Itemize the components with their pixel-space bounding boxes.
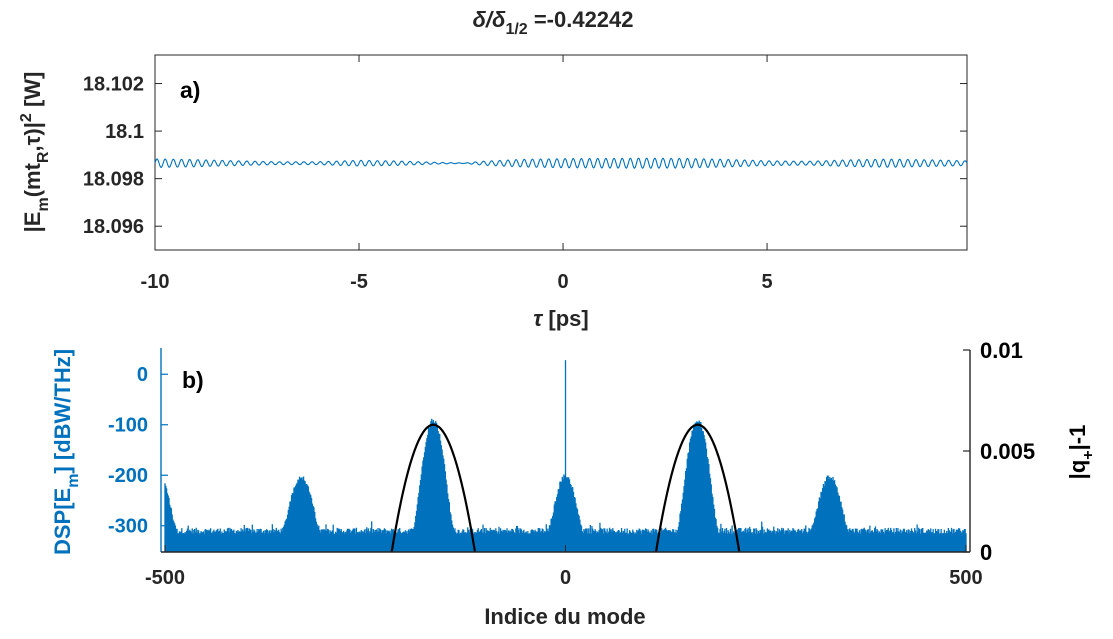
figure-title: δ/δ1/2 =-0.42242 (472, 7, 633, 38)
left-ylabel-part-1: m (65, 474, 82, 488)
ylabel-part-1: m (35, 197, 52, 211)
x-tick-label: -5 (350, 271, 368, 293)
right-y-tick-label: 0 (980, 540, 992, 565)
right-ylabel-part-1: + (1080, 450, 1097, 459)
y-tick-label: 18.102 (83, 74, 144, 96)
gain-arch (390, 423, 477, 553)
left-ylabel-part-2: ] [dBW/THz] (50, 349, 75, 474)
x-tick-label: 500 (949, 567, 982, 589)
ylabel-part-4: ,τ)| (20, 122, 45, 151)
y-tick-label: 18.096 (83, 216, 144, 238)
x-tick-label: -500 (145, 567, 185, 589)
panel-a-series (154, 157, 968, 169)
right-y-tick-label: 0.01 (980, 338, 1023, 363)
left-ylabel-part-0: DSP[E (50, 488, 75, 555)
x-tick-label: 0 (557, 271, 568, 293)
panel-b-spectrum (164, 360, 967, 552)
panel-a-ylabel: |Em(mtR,τ)|2 [W] (18, 72, 52, 233)
right-ylabel-part-0: |q (1065, 460, 1090, 480)
y-tick-label: 18.1 (105, 121, 144, 143)
title-subscript: 1/2 (505, 21, 527, 38)
ylabel-part-6: [W] (20, 72, 45, 114)
panel-a-label: a) (180, 77, 200, 103)
right-y-tick-label: 0.005 (980, 439, 1035, 464)
panel-a-xlabel: τ [ps] (533, 306, 588, 331)
spectrum-bars (164, 360, 967, 552)
panel-b-ylabel-right: |q+|-1 (1065, 425, 1097, 480)
ylabel-part-0: |E (20, 212, 45, 233)
title-lhs: δ/δ (472, 7, 506, 32)
left-y-tick-label: 0 (137, 364, 148, 386)
gain-arch (654, 423, 741, 553)
panel-a-ticks: -10 -5 0 5 18.096 18.098 18.1 18.102 (83, 55, 967, 293)
panel-a-frame (154, 54, 968, 251)
xlabel-tau: τ (533, 306, 543, 331)
y-tick-label: 18.098 (83, 169, 144, 191)
left-y-tick-label: -200 (108, 465, 148, 487)
left-y-tick-label: -100 (108, 415, 148, 437)
panel-b-ylabel-left: DSP[Em] [dBW/THz] (50, 349, 82, 555)
right-ylabel-part-2: |-1 (1065, 425, 1090, 451)
panel-b-gain-curve (390, 423, 741, 553)
xlabel-unit: [ps] (542, 306, 588, 331)
left-y-tick-label: -300 (108, 516, 148, 538)
x-tick-label: -10 (141, 271, 170, 293)
panel-a-line (154, 157, 968, 169)
ylabel-part-3: R (35, 151, 52, 163)
panel-b-label: b) (182, 367, 204, 393)
x-tick-label: 0 (560, 567, 571, 589)
x-tick-label: 5 (761, 271, 772, 293)
panel-b-xlabel: Indice du mode (484, 604, 645, 629)
ylabel-part-5: 2 (18, 113, 35, 122)
title-rhs: =-0.42242 (528, 7, 634, 32)
ylabel-part-2: (mt (20, 162, 45, 197)
